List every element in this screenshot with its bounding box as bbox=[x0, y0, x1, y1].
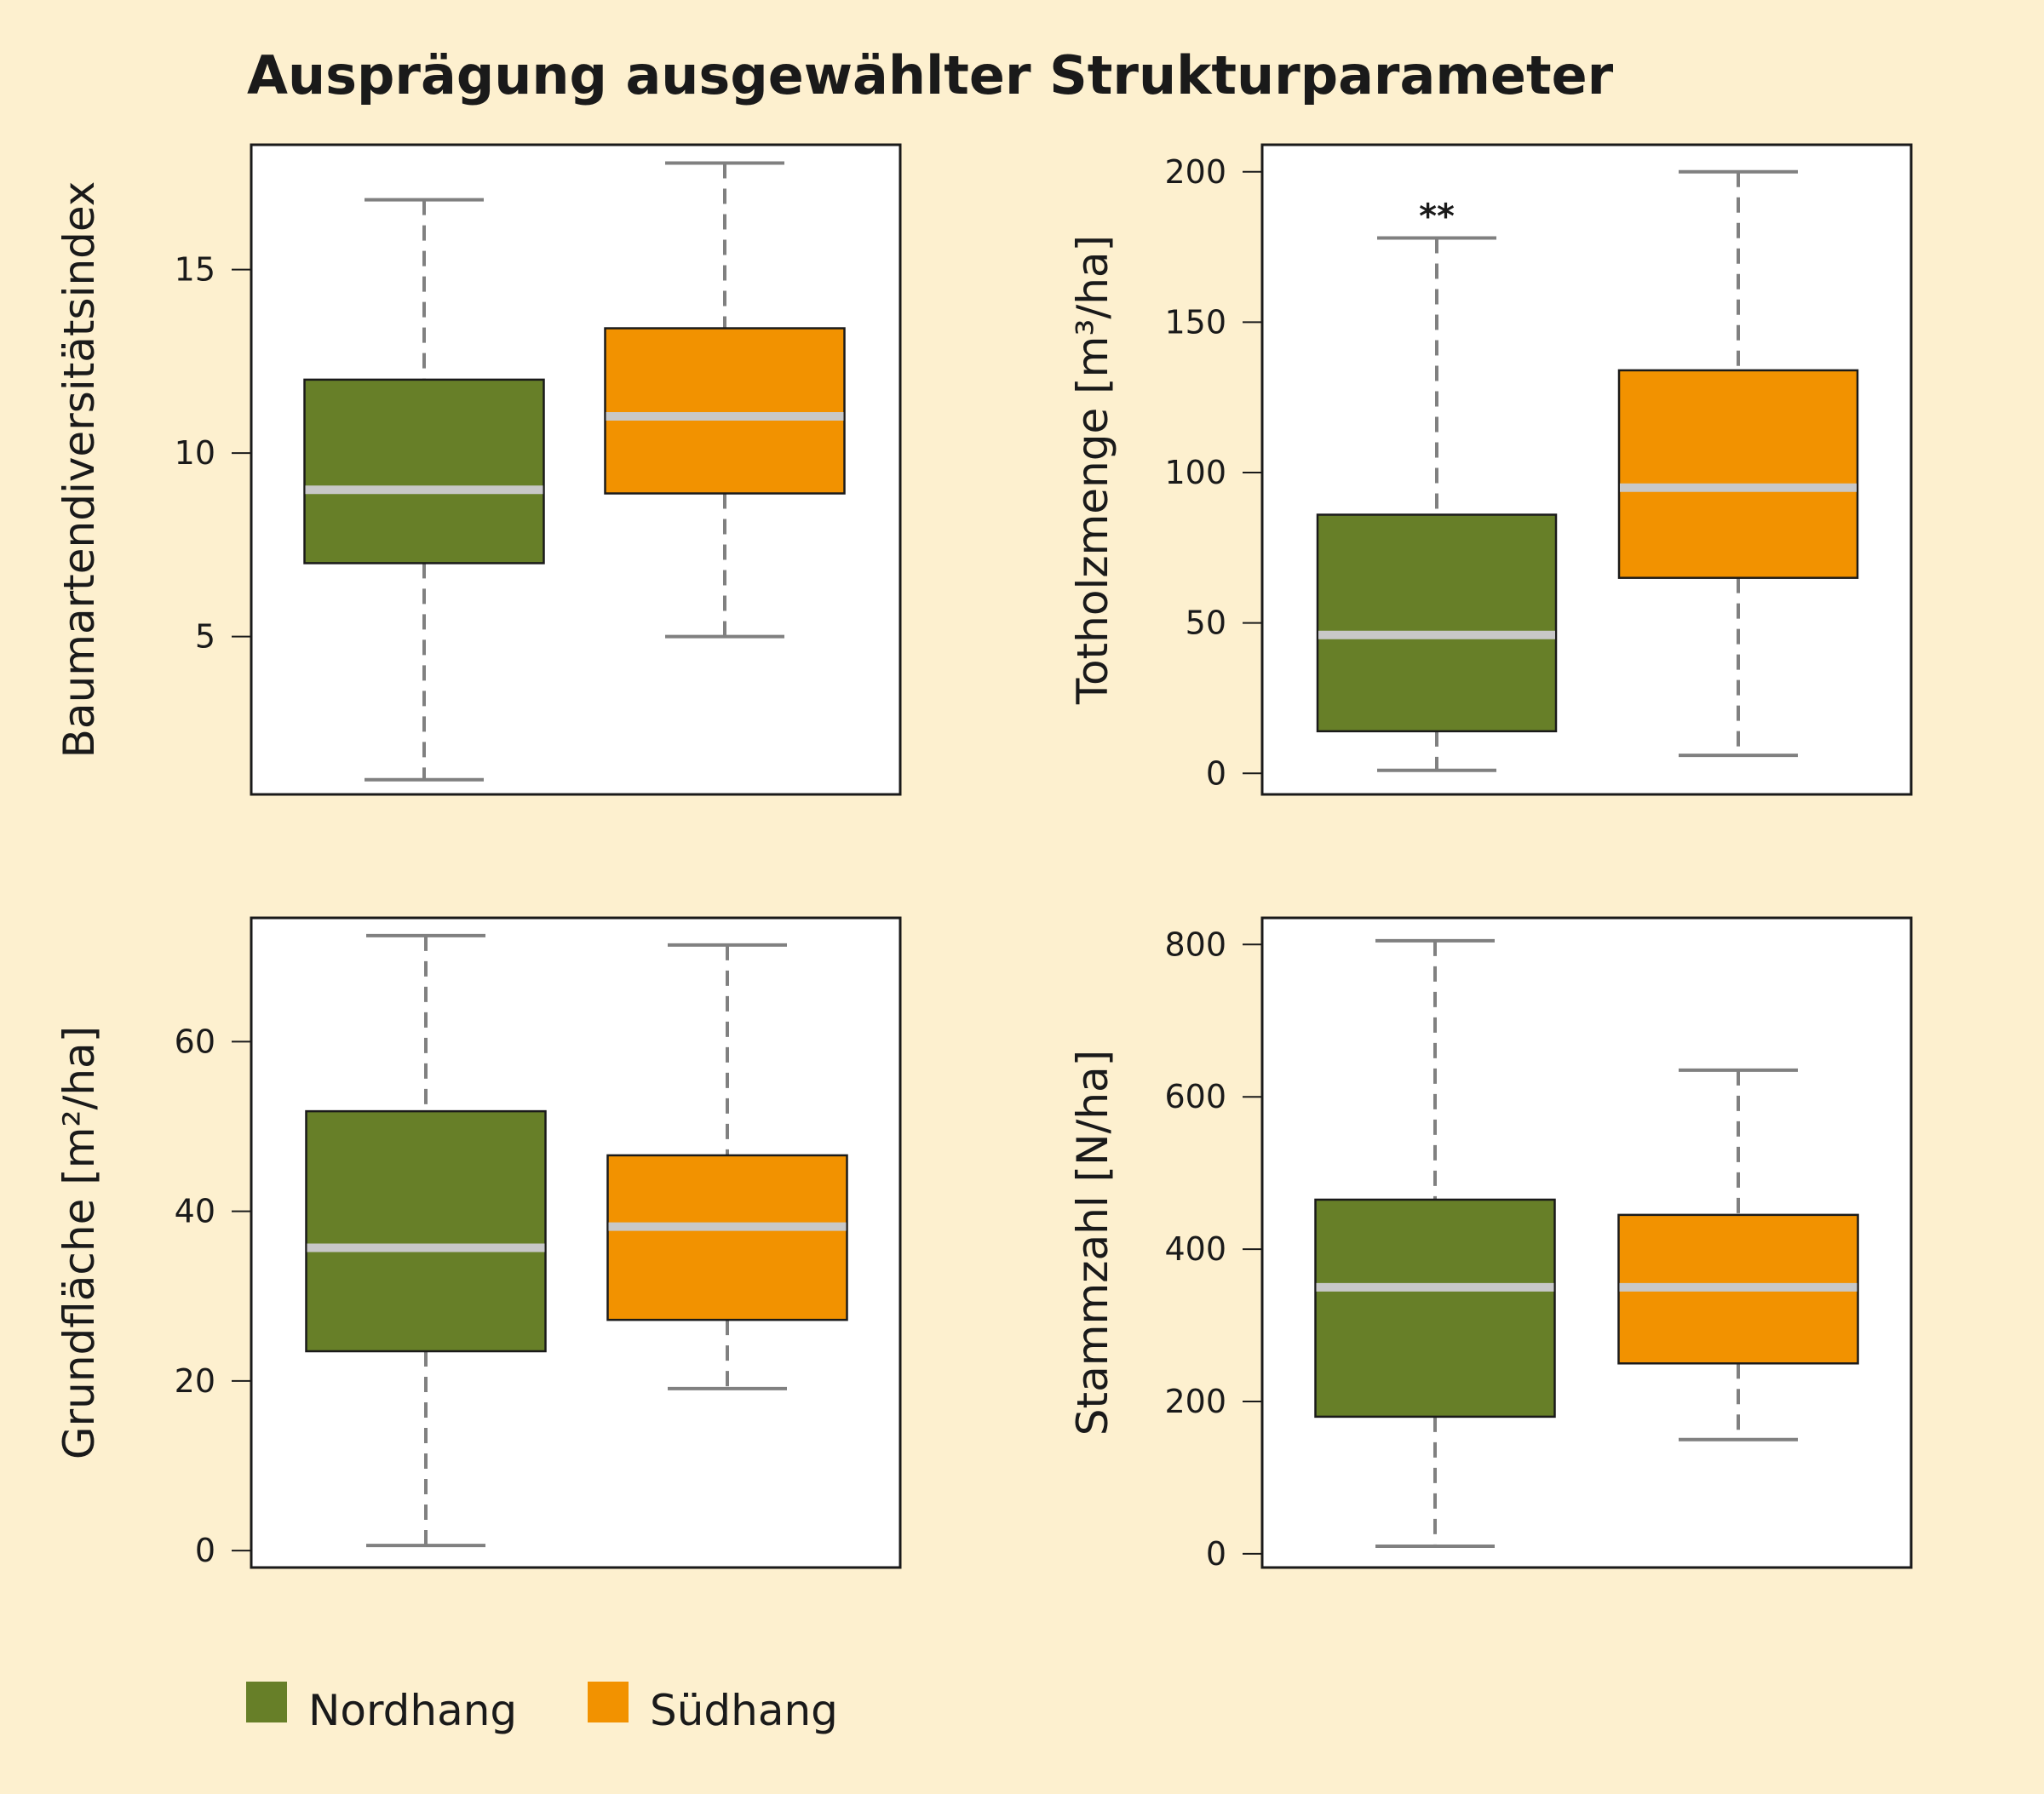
y-tick-label: 50 bbox=[1186, 605, 1226, 642]
y-tick-label: 20 bbox=[175, 1362, 215, 1400]
legend-label-nordhang: Nordhang bbox=[308, 1686, 517, 1735]
panel-totholzmenge: 0 50 100 150 200 Totholzmenge [m³/ha] ** bbox=[1068, 143, 1913, 796]
legend-swatch-suedhang bbox=[588, 1682, 629, 1722]
y-tick-label: 15 bbox=[175, 251, 215, 289]
panel-stammzahl: 0 200 400 600 800 Stammzahl [N/ha] bbox=[1068, 916, 1913, 1573]
y-tick-label: 200 bbox=[1164, 153, 1226, 191]
y-axis-label: Stammzahl [N/ha] bbox=[1068, 1050, 1117, 1436]
significance-marker: ** bbox=[1419, 198, 1455, 237]
figure-title: Ausprägung ausgewählter Strukturparamete… bbox=[247, 44, 1614, 106]
box-suedhang bbox=[604, 327, 846, 495]
box-nordhang bbox=[1316, 513, 1558, 733]
y-axis-label: Baumartendiversitätsindex bbox=[55, 181, 104, 759]
box-nordhang bbox=[305, 1109, 547, 1353]
box-suedhang bbox=[606, 1154, 848, 1321]
y-axis-label: Totholzmenge [m³/ha] bbox=[1068, 235, 1117, 705]
y-tick-label: 0 bbox=[1206, 1535, 1226, 1573]
panel-grundflaeche: 0 20 40 60 Grundfläche [m²/ha] bbox=[55, 916, 902, 1569]
box-suedhang bbox=[1617, 369, 1859, 579]
panel-baumartendiversitaet: 5 10 15 Baumartendiversitätsindex bbox=[55, 143, 902, 796]
box-nordhang bbox=[303, 378, 545, 565]
legend: Nordhang Südhang bbox=[246, 1682, 838, 1735]
y-tick-label: 150 bbox=[1164, 303, 1226, 341]
y-tick-label: 0 bbox=[195, 1532, 215, 1569]
y-tick-label: 10 bbox=[175, 434, 215, 472]
y-tick-label: 100 bbox=[1164, 454, 1226, 491]
y-tick-label: 600 bbox=[1164, 1078, 1226, 1115]
y-tick-label: 800 bbox=[1164, 926, 1226, 963]
y-tick-label: 5 bbox=[195, 618, 215, 656]
y-tick-label: 0 bbox=[1206, 754, 1226, 792]
y-tick-label: 40 bbox=[175, 1193, 215, 1230]
y-tick-label: 200 bbox=[1164, 1383, 1226, 1420]
box-nordhang bbox=[1314, 1198, 1556, 1419]
y-tick-label: 60 bbox=[175, 1023, 215, 1060]
legend-swatch-nordhang bbox=[246, 1682, 287, 1722]
y-axis-label: Grundfläche [m²/ha] bbox=[55, 1026, 104, 1459]
legend-label-suedhang: Südhang bbox=[650, 1686, 838, 1735]
y-tick-label: 400 bbox=[1164, 1230, 1226, 1268]
